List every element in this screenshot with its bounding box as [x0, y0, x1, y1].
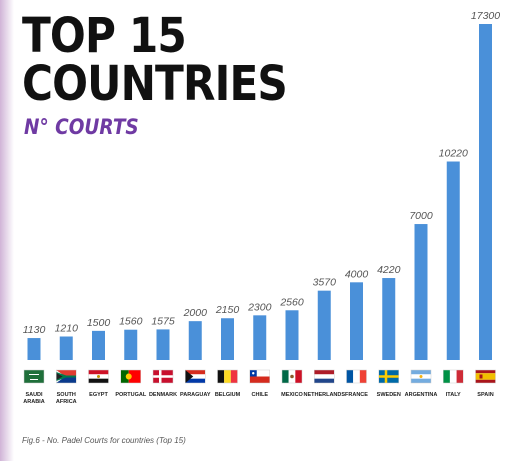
category-label: PORTUGAL: [115, 392, 147, 398]
category-label: ITALY: [446, 392, 461, 398]
bar-value-label: 10220: [439, 148, 468, 160]
flag-argentina-icon: [410, 369, 432, 384]
flag-belgium-icon: [217, 369, 238, 384]
bar-value-label: 1130: [23, 324, 46, 336]
flag-mexico-icon: [281, 369, 303, 384]
bar-value-label: 1575: [151, 315, 175, 327]
bar-value-label: 1560: [119, 316, 143, 328]
bar-value-label: 17300: [471, 10, 500, 22]
page-edge-decoration: [0, 0, 14, 461]
figure-caption: Fig.6 - No. Padel Courts for countries (…: [22, 436, 186, 445]
bar: [188, 321, 202, 360]
flag-italy-icon: [443, 369, 464, 384]
flag-sweden-icon: [378, 369, 399, 384]
bar-value-label: 2150: [215, 304, 240, 316]
flag-spain-icon: [475, 369, 496, 384]
category-label: MEXICO: [281, 392, 303, 398]
category-label: FRANCE: [345, 392, 368, 398]
flag-paraguay-icon: [185, 369, 206, 384]
chart-subtitle: N° COURTS: [24, 115, 139, 139]
flag-saudi-arabia-icon: [23, 369, 45, 384]
bar-value-label: 1500: [87, 317, 111, 329]
bar-value-label: 4220: [377, 264, 401, 276]
flag-south-africa-icon: [56, 369, 77, 384]
category-label: CHILE: [252, 392, 269, 398]
bar: [479, 24, 492, 360]
bar: [92, 330, 105, 360]
flag-denmark-icon: [152, 369, 174, 384]
flag-chile-icon: [249, 369, 270, 384]
bar: [317, 290, 331, 360]
bar: [350, 282, 363, 360]
bar: [285, 310, 299, 360]
flag-netherlands-icon: [314, 369, 335, 384]
category-label: BELGIUM: [215, 392, 241, 398]
bar-value-label: 2560: [279, 296, 304, 308]
bar: [156, 329, 170, 360]
flag-france-icon: [346, 369, 367, 384]
category-label: ARGENTINA: [405, 392, 438, 398]
flag-egypt-icon: [88, 369, 109, 384]
bar-value-label: 7000: [409, 210, 433, 222]
bar: [59, 336, 73, 360]
bar: [414, 224, 428, 360]
chart-title-line2: COUNTRIES: [22, 56, 288, 112]
category-label: EGYPT: [89, 392, 108, 398]
bar-value-label: 1210: [55, 322, 79, 334]
category-label: SAUDI ARABIA: [23, 392, 44, 405]
bar-value-label: 4000: [345, 268, 369, 280]
bar: [446, 161, 460, 360]
category-label: SWEDEN: [377, 392, 401, 398]
category-label: NETHERLANDS: [303, 392, 345, 398]
chart-title-line1: TOP 15: [22, 8, 187, 64]
category-label: PARAGUAY: [180, 392, 211, 398]
category-label: DENMARK: [149, 392, 177, 398]
bar: [221, 318, 234, 360]
bar: [253, 315, 267, 360]
bar-value-label: 2000: [183, 307, 208, 319]
bar: [27, 338, 41, 360]
bar-value-label: 2300: [247, 301, 272, 313]
category-label: SPAIN: [477, 392, 493, 398]
bar-value-label: 3570: [313, 277, 337, 289]
category-label: SOUTH AFRICA: [56, 392, 77, 405]
bar: [382, 278, 396, 360]
flag-portugal-icon: [120, 369, 141, 384]
bar: [124, 329, 138, 360]
